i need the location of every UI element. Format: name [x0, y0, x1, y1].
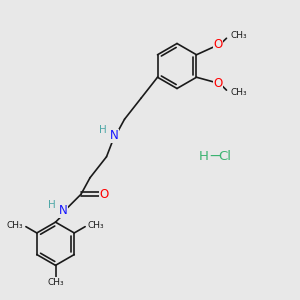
Text: H: H	[199, 149, 209, 163]
Text: N: N	[58, 204, 68, 217]
Text: CH₃: CH₃	[7, 221, 23, 230]
Text: O: O	[213, 77, 222, 90]
Text: −: −	[208, 148, 221, 164]
Text: CH₃: CH₃	[47, 278, 64, 287]
Text: CH₃: CH₃	[230, 32, 247, 40]
Text: CH₃: CH₃	[230, 88, 247, 97]
Text: O: O	[213, 38, 222, 51]
Text: H: H	[48, 200, 56, 210]
Text: O: O	[100, 188, 109, 201]
Text: H: H	[99, 125, 106, 135]
Text: N: N	[110, 129, 118, 142]
Text: Cl: Cl	[218, 149, 232, 163]
Text: CH₃: CH₃	[88, 221, 104, 230]
